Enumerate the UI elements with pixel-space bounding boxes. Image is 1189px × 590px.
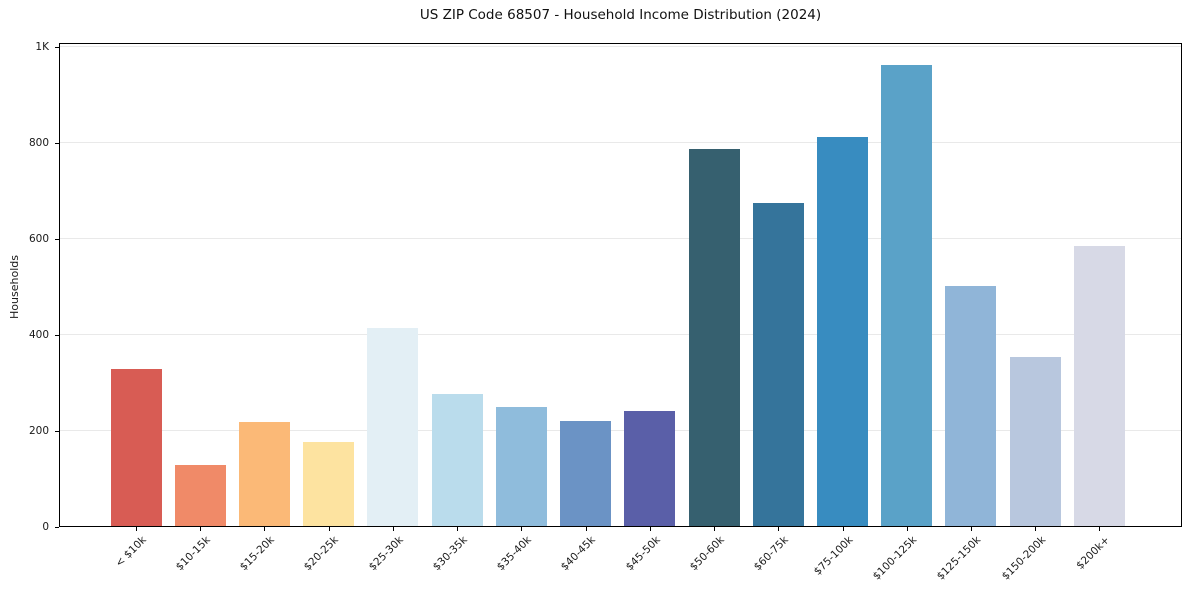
y-tick-label: 0: [42, 520, 49, 533]
x-tick-mark: [328, 527, 330, 531]
bar-200k: [1073, 245, 1125, 526]
x-tick-mark: [906, 527, 908, 531]
x-tick-mark: [521, 527, 523, 531]
x-tick-mark: [842, 527, 844, 531]
x-tick-label-text: $40-45k: [559, 534, 599, 574]
x-tick-label-text: $45-50k: [623, 534, 663, 574]
x-tick-label-text: $35-40k: [494, 534, 534, 574]
bar-15-20k: [238, 421, 290, 526]
x-tick-mark: [264, 527, 266, 531]
x-tick-mark: [970, 527, 972, 531]
y-tick-mark: [55, 238, 59, 240]
plot-area: [59, 43, 1182, 527]
gridline-y-600: [60, 237, 1181, 239]
x-tick-mark: [1035, 527, 1037, 531]
x-tick-mark: [200, 527, 202, 531]
x-tick-label-text: $10-15k: [173, 534, 213, 574]
bar-60-75k: [752, 202, 804, 526]
y-tick-mark: [55, 430, 59, 432]
x-tick-label-text: $125-150k: [934, 534, 984, 583]
y-tick-mark: [55, 526, 59, 528]
y-tick-mark: [55, 334, 59, 336]
bar-20-25k: [303, 441, 355, 526]
bar-45-50k: [624, 411, 676, 526]
x-tick-label-text: $25-30k: [366, 534, 406, 574]
bar-35-40k: [495, 406, 547, 526]
y-tick-label: 400: [28, 328, 49, 341]
x-tick-label-text: < $10k: [112, 534, 149, 570]
bar-150-200k: [1009, 356, 1061, 526]
bar-125-150k: [945, 286, 997, 526]
x-tick-label-text: $75-100k: [811, 534, 856, 578]
y-tick-mark: [55, 142, 59, 144]
gridline-y-400: [60, 333, 1181, 335]
x-tick-mark: [457, 527, 459, 531]
bar-75-100k: [817, 136, 869, 526]
x-tick-label-text: $200k+: [1074, 534, 1112, 572]
x-tick-mark: [1099, 527, 1101, 531]
x-tick-mark: [136, 527, 137, 531]
x-tick-label-text: $20-25k: [302, 534, 342, 574]
bar-10k: [110, 369, 162, 526]
x-tick-mark: [714, 527, 716, 531]
gridline-y-1000: [60, 45, 1181, 47]
x-tick-mark: [585, 527, 587, 531]
x-tick-label-text: $30-35k: [430, 534, 470, 574]
y-tick-label: 600: [28, 232, 49, 245]
x-tick-mark: [778, 527, 780, 531]
x-tick-label-text: $50-60k: [687, 534, 727, 574]
y-tick-label: 1K: [35, 40, 49, 53]
y-tick-label: 200: [28, 424, 49, 437]
x-tick-mark: [649, 527, 651, 531]
y-tick-mark: [55, 46, 59, 48]
gridline-y-800: [60, 141, 1181, 143]
bar-100-125k: [881, 65, 933, 526]
x-tick-label-text: $60-75k: [751, 534, 791, 574]
x-tick-label-text: $150-200k: [999, 534, 1048, 583]
x-tick-label-text: $15-20k: [237, 534, 277, 574]
bar-30-35k: [431, 394, 483, 526]
bar-25-30k: [367, 327, 419, 526]
y-axis-label: Households: [8, 255, 21, 319]
chart-title: US ZIP Code 68507 - Household Income Dis…: [419, 7, 822, 23]
x-tick-label-text: $100-125k: [870, 534, 920, 583]
gridline-y-200: [60, 429, 1181, 431]
bar-10-15k: [174, 464, 226, 526]
bar-50-60k: [688, 149, 740, 526]
y-tick-label: 800: [28, 136, 49, 149]
x-tick-mark: [392, 527, 394, 531]
bar-40-45k: [560, 420, 612, 526]
